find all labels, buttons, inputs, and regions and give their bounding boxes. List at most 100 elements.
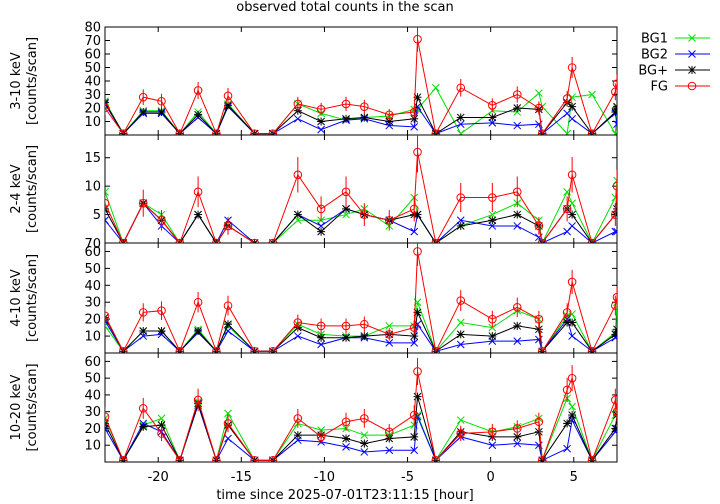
series-line — [105, 371, 617, 462]
data-point — [588, 90, 596, 99]
data-point — [138, 404, 148, 413]
data-point — [431, 456, 441, 462]
data-point — [611, 193, 617, 202]
series-line — [105, 251, 617, 353]
data-point — [224, 409, 232, 418]
data-point — [193, 86, 203, 95]
data-point — [568, 102, 577, 111]
data-point — [384, 330, 394, 339]
data-point — [611, 129, 617, 135]
data-point — [384, 427, 394, 437]
data-point — [224, 320, 233, 329]
y-tick-label: 40 — [84, 279, 101, 294]
plot-area — [105, 243, 617, 353]
data-point — [488, 427, 497, 437]
data-point — [139, 327, 148, 335]
data-point — [413, 34, 422, 44]
data-point — [534, 314, 544, 324]
data-point — [341, 321, 351, 331]
data-point — [488, 441, 497, 450]
data-point — [410, 432, 419, 441]
data-point — [118, 456, 128, 462]
series-line — [105, 310, 617, 353]
data-point — [513, 210, 522, 219]
data-point — [456, 429, 466, 438]
data-point — [105, 97, 109, 106]
data-point — [456, 416, 465, 424]
data-point — [568, 411, 577, 420]
data-point — [687, 81, 697, 91]
data-point — [410, 227, 419, 236]
data-point — [688, 34, 696, 42]
data-point — [456, 193, 466, 202]
data-point — [409, 323, 419, 332]
data-point — [317, 125, 325, 134]
data-point — [118, 129, 128, 135]
data-point — [513, 439, 522, 448]
data-point — [341, 99, 351, 109]
chart-title: observed total counts in the scan — [236, 0, 453, 15]
data-point — [105, 216, 109, 225]
data-point — [488, 323, 497, 332]
data-point — [118, 347, 128, 353]
data-point — [317, 222, 325, 230]
data-point — [456, 216, 465, 225]
series-fg — [105, 27, 617, 135]
y-tick-label: 60 — [84, 245, 101, 260]
series-fg — [105, 135, 617, 243]
data-point — [613, 409, 617, 418]
data-point — [413, 210, 422, 219]
y-tick-label: 60 — [84, 48, 101, 63]
data-point — [612, 181, 617, 191]
data-point — [613, 120, 617, 129]
data-point — [535, 89, 543, 98]
series-bg1 — [105, 83, 617, 135]
data-point — [316, 204, 326, 214]
data-point — [212, 129, 221, 135]
x-tick-label: 0 — [487, 470, 495, 485]
data-point — [563, 419, 572, 428]
data-point — [563, 444, 571, 453]
series-bg2 — [105, 401, 617, 462]
data-point — [268, 239, 277, 243]
data-point — [512, 187, 522, 197]
data-point — [157, 429, 166, 438]
series-bgplus — [105, 93, 617, 135]
data-point — [157, 215, 166, 225]
data-point — [413, 147, 422, 157]
x-axis: -20 -15 -10 -5 0 5 — [148, 470, 578, 485]
data-point — [223, 419, 233, 428]
data-point — [105, 198, 110, 208]
data-point — [568, 402, 576, 411]
series-bgplus — [105, 308, 617, 353]
data-point — [513, 222, 522, 230]
series-bgplus — [105, 199, 617, 243]
series-line — [105, 86, 617, 135]
data-point — [568, 332, 576, 340]
x-tick-label: -15 — [231, 470, 252, 485]
data-point — [513, 321, 522, 330]
y-tick-label: 15 — [84, 151, 101, 166]
data-point — [138, 92, 148, 102]
data-point — [562, 94, 572, 103]
y-axis-label: 10-20 keV[counts/scan] — [9, 363, 40, 451]
data-point — [488, 222, 497, 230]
data-point — [413, 247, 422, 256]
data-point — [360, 113, 369, 122]
data-point — [613, 227, 617, 236]
series-line — [105, 39, 617, 135]
data-point — [194, 327, 203, 335]
series-line — [105, 302, 617, 353]
data-point — [587, 129, 597, 135]
data-point — [513, 337, 522, 346]
data-point — [688, 66, 696, 74]
data-point — [212, 456, 221, 462]
data-point — [456, 129, 465, 135]
data-point — [268, 129, 278, 135]
data-point — [342, 333, 351, 342]
data-point — [223, 91, 233, 101]
y-tick-label: 20 — [84, 422, 101, 437]
data-point — [611, 301, 617, 310]
data-point — [293, 210, 302, 219]
panel-2: 5 10 15 70 2-4 keV[counts/scan] — [9, 134, 618, 252]
